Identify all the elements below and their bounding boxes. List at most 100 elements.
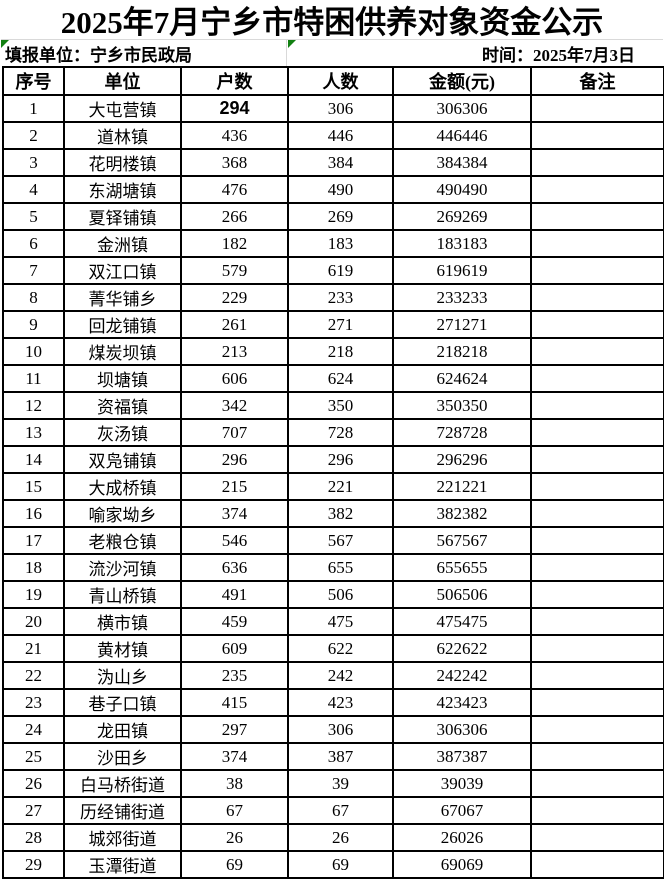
table-row: 26 白马桥街道 38 39 39039: [2, 769, 664, 798]
table-row: 23 巷子口镇 415 423 423423: [2, 688, 664, 717]
cell-households: 491: [180, 580, 289, 609]
table-row: 24 龙田镇 297 306 306306: [2, 715, 664, 744]
cell-unit: 城郊街道: [63, 823, 182, 852]
cell-seq: 28: [2, 823, 65, 852]
cell-people: 475: [287, 607, 394, 636]
cell-people: 384: [287, 148, 394, 177]
cell-people: 387: [287, 742, 394, 771]
cell-unit: 夏铎铺镇: [63, 202, 182, 231]
report-unit-label: 填报单位：宁乡市民政局: [5, 45, 192, 65]
cell-remark: [530, 742, 664, 771]
cell-amount: 387387: [392, 742, 532, 771]
cell-people: 39: [287, 769, 394, 798]
cell-remark: [530, 445, 664, 474]
cell-remark: [530, 796, 664, 825]
cell-households: 476: [180, 175, 289, 204]
cell-remark: [530, 715, 664, 744]
table-row: 25 沙田乡 374 387 387387: [2, 742, 664, 771]
cell-households: 342: [180, 391, 289, 420]
cell-amount: 350350: [392, 391, 532, 420]
error-indicator-icon: [1, 40, 9, 48]
table-row: 29 玉潭街道 69 69 69069: [2, 850, 664, 879]
cell-amount: 26026: [392, 823, 532, 852]
cell-people: 218: [287, 337, 394, 366]
cell-households: 459: [180, 607, 289, 636]
cell-unit: 沙田乡: [63, 742, 182, 771]
cell-amount: 475475: [392, 607, 532, 636]
cell-people: 506: [287, 580, 394, 609]
table-row: 8 菁华铺乡 229 233 233233: [2, 283, 664, 312]
cell-seq: 26: [2, 769, 65, 798]
cell-people: 233: [287, 283, 394, 312]
cell-households: 415: [180, 688, 289, 717]
cell-amount: 622622: [392, 634, 532, 663]
cell-seq: 16: [2, 499, 65, 528]
cell-unit: 双江口镇: [63, 256, 182, 285]
cell-remark: [530, 769, 664, 798]
cell-remark: [530, 499, 664, 528]
cell-unit: 喻家坳乡: [63, 499, 182, 528]
cell-amount: 619619: [392, 256, 532, 285]
cell-remark: [530, 526, 664, 555]
cell-households: 67: [180, 796, 289, 825]
cell-amount: 69069: [392, 850, 532, 879]
cell-amount: 728728: [392, 418, 532, 447]
cell-unit: 青山桥镇: [63, 580, 182, 609]
table-row: 16 喻家坳乡 374 382 382382: [2, 499, 664, 528]
cell-households: 294: [180, 94, 289, 123]
cell-people: 567: [287, 526, 394, 555]
cell-people: 490: [287, 175, 394, 204]
page-title: 2025年7月宁乡市特困供养对象资金公示: [60, 5, 604, 40]
cell-remark: [530, 418, 664, 447]
col-header-remark: 备注: [530, 66, 664, 96]
cell-people: 728: [287, 418, 394, 447]
table-row: 27 历经铺街道 67 67 67067: [2, 796, 664, 825]
cell-unit: 东湖塘镇: [63, 175, 182, 204]
cell-remark: [530, 94, 664, 123]
cell-remark: [530, 634, 664, 663]
cell-remark: [530, 202, 664, 231]
cell-households: 436: [180, 121, 289, 150]
table-row: 21 黄材镇 609 622 622622: [2, 634, 664, 663]
table-row: 5 夏铎铺镇 266 269 269269: [2, 202, 664, 231]
col-header-amount: 金额(元): [392, 66, 532, 96]
cell-households: 266: [180, 202, 289, 231]
cell-unit: 龙田镇: [63, 715, 182, 744]
report-time-cell: 时间：2025年7月3日: [286, 40, 663, 66]
cell-households: 229: [180, 283, 289, 312]
cell-people: 67: [287, 796, 394, 825]
cell-amount: 218218: [392, 337, 532, 366]
cell-households: 374: [180, 742, 289, 771]
cell-amount: 221221: [392, 472, 532, 501]
cell-people: 26: [287, 823, 394, 852]
cell-unit: 横市镇: [63, 607, 182, 636]
cell-seq: 5: [2, 202, 65, 231]
table-row: 20 横市镇 459 475 475475: [2, 607, 664, 636]
cell-households: 609: [180, 634, 289, 663]
cell-households: 261: [180, 310, 289, 339]
cell-people: 624: [287, 364, 394, 393]
table-row: 7 双江口镇 579 619 619619: [2, 256, 664, 285]
cell-households: 26: [180, 823, 289, 852]
report-unit-cell: 填报单位：宁乡市民政局: [1, 40, 286, 66]
cell-seq: 25: [2, 742, 65, 771]
cell-unit: 玉潭街道: [63, 850, 182, 879]
cell-amount: 269269: [392, 202, 532, 231]
cell-people: 306: [287, 715, 394, 744]
report-time-label: 时间：2025年7月3日: [482, 45, 635, 65]
cell-remark: [530, 310, 664, 339]
cell-unit: 花明楼镇: [63, 148, 182, 177]
table-row: 1 大屯营镇 294 306 306306: [2, 94, 664, 123]
cell-unit: 白马桥街道: [63, 769, 182, 798]
cell-seq: 17: [2, 526, 65, 555]
cell-seq: 13: [2, 418, 65, 447]
cell-remark: [530, 823, 664, 852]
cell-amount: 271271: [392, 310, 532, 339]
col-header-seq: 序号: [2, 66, 65, 96]
cell-amount: 382382: [392, 499, 532, 528]
cell-unit: 金洲镇: [63, 229, 182, 258]
cell-seq: 1: [2, 94, 65, 123]
cell-amount: 296296: [392, 445, 532, 474]
cell-remark: [530, 553, 664, 582]
cell-households: 546: [180, 526, 289, 555]
